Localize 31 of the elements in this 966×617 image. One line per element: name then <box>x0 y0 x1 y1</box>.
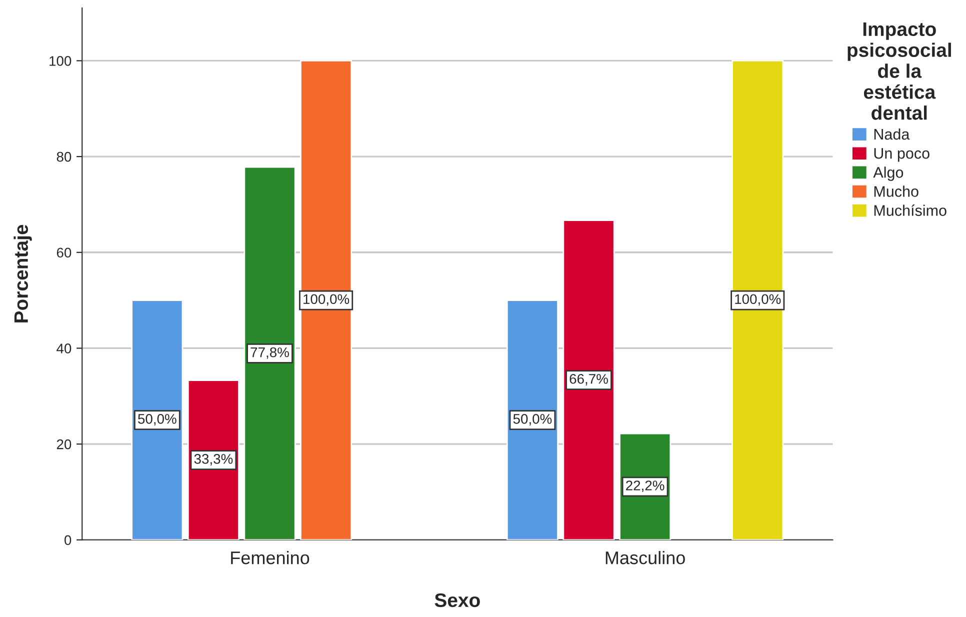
x-axis-title: Sexo <box>434 593 480 608</box>
data-label: 100,0% <box>735 294 781 306</box>
y-tick-label: 0 <box>64 535 72 546</box>
legend-label: Un poco <box>874 148 930 162</box>
bar <box>244 166 296 540</box>
data-label: 77,8% <box>250 347 289 359</box>
bar <box>732 60 784 540</box>
data-label: 33,3% <box>194 454 233 466</box>
legend-title: Impacto psicosocial de la estética dental <box>848 22 951 120</box>
legend-label: Mucho <box>874 186 918 197</box>
y-tick-label: 100 <box>50 56 72 66</box>
y-tick-label: 80 <box>56 152 72 162</box>
legend-label: Nada <box>874 128 910 140</box>
bar <box>187 380 240 540</box>
bar <box>562 220 615 540</box>
legend-label: Muchísimo <box>874 204 946 216</box>
data-label: 50,0% <box>513 414 552 426</box>
y-tick-label: 40 <box>56 344 72 354</box>
y-tick-label: 60 <box>56 248 72 258</box>
bar <box>300 60 352 540</box>
x-tick-label: Femenino <box>231 550 310 564</box>
bar <box>506 300 558 540</box>
y-tick-label: 20 <box>56 439 72 450</box>
legend-label: Algo <box>873 166 904 181</box>
data-label: 50,0% <box>138 414 176 426</box>
data-label: 66,7% <box>570 374 608 386</box>
y-axis-title: Porcentaje <box>14 224 32 322</box>
bar <box>131 300 184 540</box>
data-label: 22,2% <box>626 480 664 492</box>
x-tick-label: Masculino <box>606 550 685 564</box>
data-label: 100,0% <box>304 294 350 306</box>
